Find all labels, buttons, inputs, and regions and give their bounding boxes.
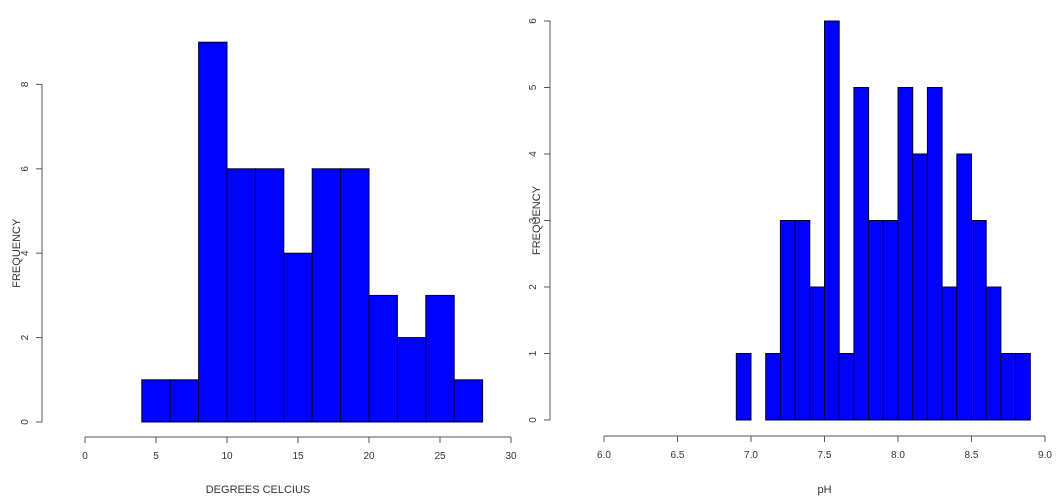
histogram-bar	[453, 379, 484, 423]
x-tick-label: 0	[82, 451, 88, 462]
y-tick-label: 1	[528, 350, 539, 356]
y-tick-label: 3	[528, 217, 539, 223]
x-axis-label: DEGREES CELCIUS	[206, 484, 311, 496]
x-axis-label: pH	[817, 484, 831, 496]
histogram-bar	[971, 220, 987, 421]
y-tick-label: 0	[528, 417, 539, 423]
histogram-bar	[254, 168, 285, 423]
histogram-bar	[340, 168, 370, 423]
histogram-bar	[198, 41, 228, 423]
histogram-bar	[169, 379, 200, 423]
x-tick-label: 20	[363, 451, 375, 462]
y-tick-label: 6	[20, 166, 31, 172]
histogram-bar	[897, 87, 914, 421]
x-tick-label: 9.0	[1038, 450, 1052, 461]
histogram-bar	[809, 286, 825, 421]
x-tick-label: 8.5	[965, 450, 979, 461]
histogram-bar	[882, 220, 899, 421]
histogram-bar	[941, 286, 958, 421]
x-tick-label: 10	[221, 451, 233, 462]
histogram-1: 0 5 10 15 20 25 30 0 2 4 6 8 DEGREES CELCIUS FREQUENC…	[11, 41, 517, 496]
histogram-bar	[794, 220, 811, 421]
histogram-bar	[735, 353, 752, 421]
histogram-bar	[779, 220, 796, 421]
x-tick-label: 6.0	[597, 450, 611, 461]
x-tick-label: 30	[505, 451, 517, 462]
y-tick-label: 0	[20, 419, 31, 425]
histogram-bar	[396, 337, 427, 423]
y-tick-label: 6	[528, 18, 539, 24]
y-tick-label: 4	[528, 151, 539, 157]
histogram-bar	[283, 252, 313, 423]
histogram-bar	[956, 153, 972, 421]
y-tick-label: 4	[20, 250, 31, 256]
histogram-bar	[141, 379, 171, 423]
histogram-bar	[853, 87, 870, 421]
x-tick-label: 15	[292, 451, 304, 462]
histogram-bar	[868, 220, 884, 421]
y-axis-label: FREQUENCY	[531, 185, 543, 255]
x-tick-label: 7.5	[818, 450, 832, 461]
y-tick-label: 8	[20, 81, 31, 87]
y-axis-label: FREQUENCY	[11, 218, 23, 288]
histogram-bar	[1000, 353, 1017, 421]
histogram-bar	[985, 286, 1002, 421]
histogram-bar	[368, 294, 398, 423]
x-tick-label: 25	[434, 451, 446, 462]
histogram-bar	[311, 168, 342, 423]
histogram-bar	[824, 20, 840, 421]
x-tick-label: 6.5	[671, 450, 685, 461]
histogram-2: 6.0 6.5 7.0 7.5 8.0 8.5 9.0 0 1 2 3 4 5 6 pH FREQUENCY	[528, 18, 1052, 496]
histogram-bar	[926, 87, 943, 421]
histogram-bar	[226, 168, 256, 423]
x-tick-label: 5	[153, 451, 159, 462]
y-tick-label: 2	[528, 284, 539, 290]
histogram-bar	[1015, 353, 1031, 421]
x-tick-label: 7.0	[744, 450, 758, 461]
y-tick-label: 2	[20, 334, 31, 340]
y-tick-label: 5	[528, 84, 539, 90]
histogram-bar	[765, 353, 781, 421]
histogram-bar	[912, 153, 928, 421]
histogram-bar	[838, 353, 855, 421]
histogram-bar	[425, 294, 455, 423]
x-tick-label: 8.0	[891, 450, 905, 461]
